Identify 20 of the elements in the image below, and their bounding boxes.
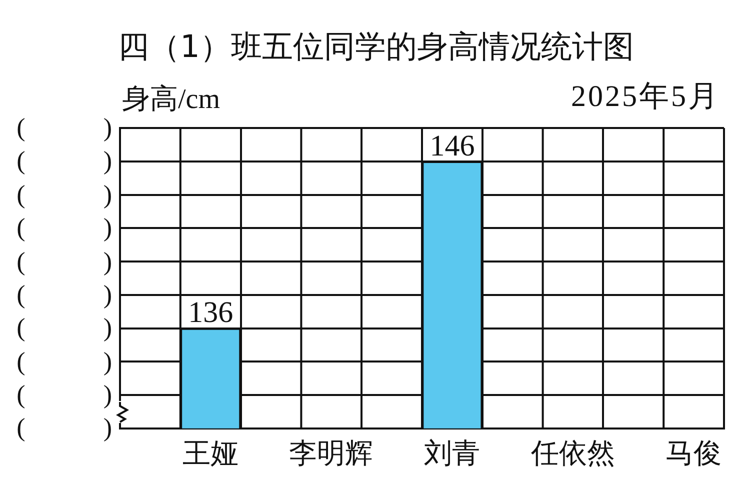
data-label: 146 <box>430 129 475 162</box>
x-tick-label: 李明辉 <box>289 438 374 470</box>
text: ( ) <box>16 146 112 176</box>
data-label: 136 <box>188 296 234 330</box>
chart-title: 四（1）班五位同学的身高情况统计图 <box>117 28 635 67</box>
text: ( ) <box>16 380 112 410</box>
text: ( ) <box>16 280 112 310</box>
text: ( ) <box>16 313 112 344</box>
x-tick-label: 马俊 <box>666 438 722 470</box>
text: ( ) <box>16 213 112 244</box>
y-axis-title: 身高/cm <box>122 83 220 117</box>
text: ( ) <box>16 113 112 143</box>
text: ( ) <box>16 413 112 444</box>
x-tick-label: 刘青 <box>424 438 480 470</box>
chart-subtitle: 2025年5月 <box>571 79 720 115</box>
x-tick-label: 任依然 <box>530 438 615 470</box>
x-tick-label: 王娅 <box>182 438 238 470</box>
text: ( ) <box>16 180 112 210</box>
text: ( ) <box>16 246 112 276</box>
text: ( ) <box>16 346 112 377</box>
